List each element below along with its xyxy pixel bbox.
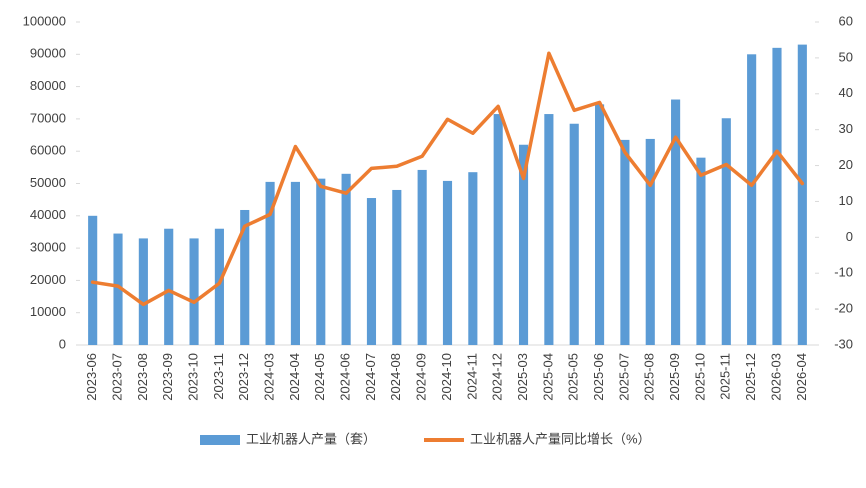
bar — [518, 144, 529, 345]
legend-label: 工业机器人产量（套） — [246, 431, 376, 446]
legend-label: 工业机器人产量同比增长（%） — [470, 431, 651, 446]
y-tick-label: 90000 — [30, 46, 66, 61]
y2-tick-label: -20 — [834, 301, 853, 316]
y2-tick-label: 10 — [839, 193, 853, 208]
x-tick-label: 2025-11 — [718, 353, 733, 400]
bar — [569, 123, 579, 346]
bar — [316, 178, 326, 345]
bar — [772, 47, 782, 346]
bar — [88, 215, 98, 345]
bar — [113, 233, 123, 345]
x-tick-label: 2025-10 — [692, 353, 707, 401]
y2-tick-label: 50 — [839, 49, 853, 64]
x-tick-label: 2023-10 — [185, 353, 200, 401]
x-tick-label: 2024-07 — [363, 353, 378, 401]
bar — [164, 228, 174, 345]
bar — [138, 238, 148, 345]
x-tick-label: 2023-07 — [109, 353, 124, 401]
bar — [671, 99, 681, 346]
y-tick-label: 50000 — [30, 175, 66, 190]
y-tick-label: 20000 — [30, 272, 66, 287]
bar — [721, 118, 731, 345]
x-tick-label: 2024-08 — [388, 353, 403, 401]
x-tick-label: 2023-09 — [160, 353, 175, 401]
bar — [341, 173, 351, 345]
x-tick-label: 2025-08 — [642, 353, 657, 401]
bar — [392, 189, 402, 345]
x-tick-label: 2025-09 — [667, 353, 682, 401]
x-tick-label: 2024-12 — [490, 353, 505, 401]
bar — [595, 104, 605, 346]
bar — [214, 228, 224, 345]
bar — [442, 180, 453, 345]
y2-tick-label: 20 — [839, 157, 853, 172]
bar — [493, 114, 503, 346]
x-tick-label: 2025-12 — [743, 353, 758, 401]
y2-tick-label: -10 — [834, 265, 853, 280]
x-tick-label: 2024-03 — [262, 353, 277, 401]
x-tick-label: 2024-05 — [312, 353, 327, 401]
legend-swatch — [200, 435, 240, 445]
y2-tick-label: -30 — [834, 336, 853, 351]
bar — [797, 44, 807, 346]
line — [90, 51, 805, 307]
bar — [290, 181, 300, 345]
bar — [747, 54, 757, 346]
bar — [645, 138, 655, 345]
x-tick-label: 2024-11 — [464, 353, 479, 400]
y-tick-label: 60000 — [30, 143, 66, 158]
bar — [468, 172, 478, 345]
y-tick-label: 10000 — [30, 304, 66, 319]
x-tick-label: 2025-06 — [591, 353, 606, 401]
x-tick-label: 2023-11 — [211, 353, 226, 400]
x-tick-label: 2024-09 — [414, 353, 429, 401]
bar — [366, 198, 377, 345]
bar — [544, 114, 554, 346]
y-tick-label: 100000 — [23, 13, 66, 28]
bar — [620, 139, 630, 345]
x-tick-label: 2025-03 — [515, 353, 530, 401]
x-tick-label: 2023-08 — [135, 353, 150, 401]
y-tick-label: 0 — [59, 336, 66, 351]
x-tick-label: 2023-06 — [84, 353, 99, 401]
x-tick-label: 2024-04 — [287, 353, 302, 401]
x-tick-label: 2025-07 — [616, 353, 631, 401]
y2-tick-label: 40 — [839, 85, 853, 100]
y2-tick-label: 60 — [839, 13, 853, 28]
x-tick-label: 2026-03 — [768, 353, 783, 401]
x-tick-label: 2024-06 — [338, 353, 353, 401]
bar — [417, 169, 427, 345]
x-tick-label: 2023-12 — [236, 353, 251, 401]
x-tick-label: 2025-05 — [566, 353, 581, 401]
x-tick-label: 2026-04 — [794, 353, 809, 401]
bar — [696, 157, 706, 345]
bar — [189, 238, 199, 345]
x-tick-label: 2025-04 — [540, 353, 555, 401]
y2-tick-label: 0 — [846, 229, 853, 244]
bar — [240, 209, 250, 345]
x-tick-label: 2024-10 — [439, 353, 454, 401]
y-tick-label: 40000 — [30, 207, 66, 222]
y-tick-label: 80000 — [30, 78, 66, 93]
y-tick-label: 30000 — [30, 240, 66, 255]
bar — [265, 181, 275, 345]
y2-tick-label: 30 — [839, 121, 853, 136]
y-tick-label: 70000 — [30, 110, 66, 125]
